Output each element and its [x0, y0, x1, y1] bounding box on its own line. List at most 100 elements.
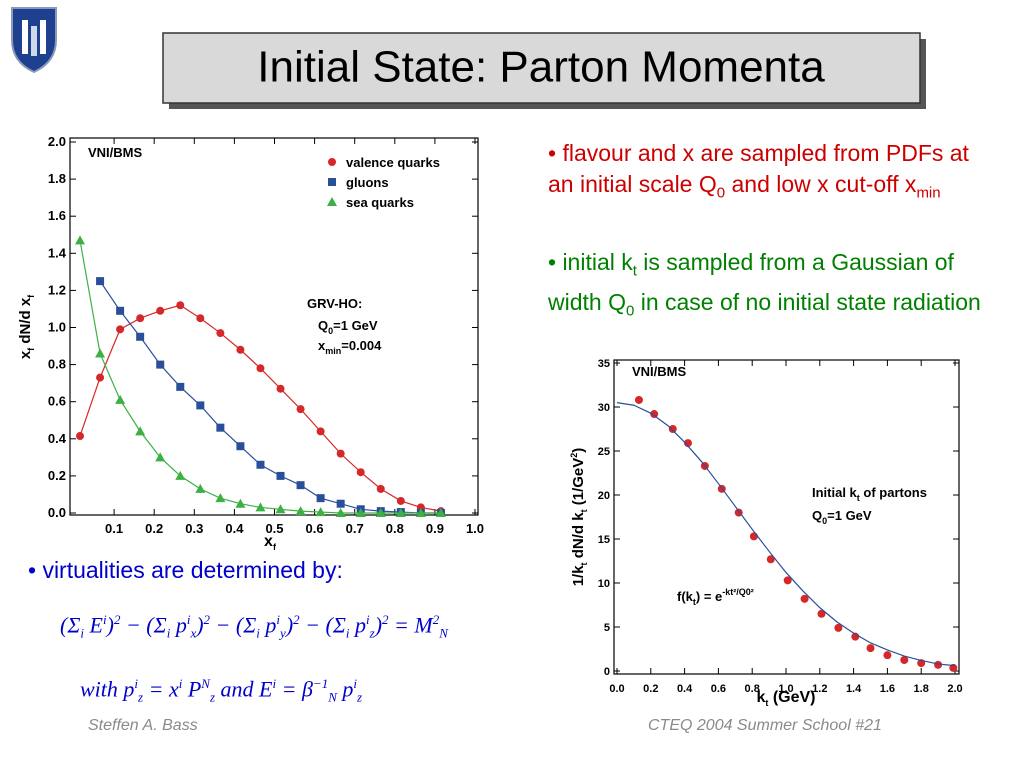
marker: [135, 426, 146, 436]
text-run: ): [285, 612, 294, 638]
text-run: 2: [432, 612, 440, 627]
text-run: t: [632, 262, 637, 280]
text-run: t: [857, 493, 860, 503]
y-tick-label: 0.8: [48, 357, 66, 372]
text-run: i: [272, 676, 277, 691]
marker: [683, 439, 692, 448]
y-tick-label: 0.2: [48, 468, 66, 483]
marker: [175, 470, 186, 480]
label: Q0=1 GeV: [812, 508, 872, 526]
bullet: • flavour and x are sampled from PDFs at…: [548, 138, 988, 209]
text-run: x: [264, 533, 273, 550]
text-run: =1 GeV: [333, 318, 378, 333]
marker: [96, 373, 105, 382]
text-run: p: [259, 612, 277, 638]
marker: [96, 277, 105, 286]
marker: [315, 507, 326, 517]
text-run: 2: [203, 612, 211, 627]
marker: [328, 178, 336, 186]
text-run: x: [318, 338, 326, 353]
marker: [376, 484, 385, 493]
text-run: i: [366, 612, 370, 627]
label: xf dN/d xf: [17, 294, 36, 359]
marker: [156, 360, 165, 369]
text-run: 0: [716, 184, 726, 202]
marker: [650, 410, 659, 419]
x-tick-label: 0.5: [265, 521, 283, 536]
text-run: and E: [215, 676, 273, 702]
text-run: f(k: [677, 589, 694, 604]
y-tick-label: 0.6: [48, 394, 66, 409]
marker: [435, 508, 446, 517]
text-run: 2: [569, 453, 579, 458]
text-run: with p: [80, 676, 135, 702]
marker: [296, 481, 305, 490]
x-tick-label: 1.6: [880, 683, 895, 695]
y-tick-label: 1.8: [48, 171, 66, 186]
title-box: [162, 32, 921, 104]
text-run: ) = e: [696, 589, 722, 604]
text-run: (1/GeV: [570, 458, 587, 510]
marker: [75, 235, 86, 245]
marker: [934, 660, 943, 669]
text-run: Initial k: [812, 485, 858, 500]
text-run: k: [756, 689, 765, 706]
x-tick-label: 0.7: [346, 521, 364, 536]
text-run: =1 GeV: [827, 508, 872, 523]
marker: [155, 452, 166, 462]
text-run: f: [26, 347, 36, 351]
marker: [256, 364, 265, 373]
x-tick-label: 0.2: [145, 521, 163, 536]
marker: [415, 508, 426, 517]
text-run: 2: [293, 612, 300, 627]
text-run: − (Σ: [299, 612, 346, 638]
y-tick-label: 35: [598, 358, 610, 370]
marker: [866, 644, 875, 653]
text-run: GRV-HO:: [307, 296, 362, 311]
text-run: • flavour and x are sampled from PDFs at…: [548, 140, 969, 197]
text-run: x: [17, 350, 34, 359]
text-run: 0: [822, 516, 827, 526]
marker: [216, 423, 225, 432]
y-tick-label: 0: [604, 666, 610, 678]
marker: [176, 382, 185, 391]
label: Q0=1 GeV: [318, 318, 378, 336]
marker: [783, 576, 792, 585]
marker: [295, 506, 306, 516]
marker: [336, 449, 345, 458]
marker: [116, 325, 125, 334]
text-run: i: [134, 676, 139, 691]
marker: [375, 508, 386, 517]
text-run: is sampled from a Gaussian of width Q: [548, 249, 954, 315]
y-tick-label: 1.2: [48, 282, 66, 297]
marker: [396, 496, 405, 505]
x-tick-label: 0.6: [711, 683, 726, 695]
marker: [356, 468, 365, 477]
text-run: Q: [812, 508, 822, 523]
x-tick-label: 1.0: [466, 521, 484, 536]
text-run: Q: [318, 318, 328, 333]
text-run: −1: [312, 676, 329, 691]
x-tick-label: 0.9: [426, 521, 444, 536]
y-tick-label: 0.0: [48, 505, 66, 520]
marker: [395, 508, 406, 517]
x-tick-label: 0.1: [105, 521, 123, 536]
text-run: y: [280, 625, 286, 641]
x-tick-label: 0.2: [643, 683, 658, 695]
x-tick-label: 0.0: [609, 683, 624, 695]
marker: [336, 499, 345, 508]
y-tick-label: 2.0: [48, 134, 66, 149]
marker: [176, 301, 185, 310]
text-run: z: [138, 689, 144, 705]
x-tick-label: 1.2: [812, 683, 827, 695]
marker: [328, 158, 336, 166]
series-line: [616, 402, 956, 667]
y-tick-label: 25: [598, 446, 610, 458]
label: Initial kt of partons: [812, 485, 927, 503]
text-run: = β: [276, 676, 313, 702]
logo-bar: [31, 26, 37, 56]
legend-label: valence quarks: [346, 155, 440, 170]
marker: [255, 502, 266, 512]
label: VNI/BMS: [632, 364, 687, 379]
